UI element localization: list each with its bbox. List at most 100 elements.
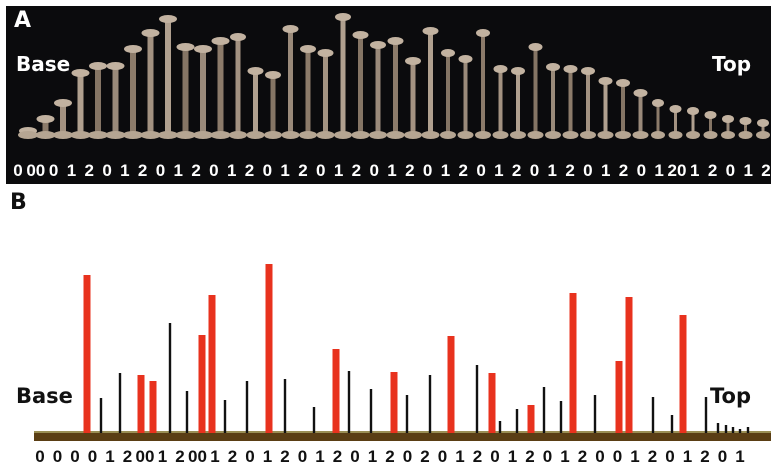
panel-a-code-label: 0: [583, 161, 592, 180]
bone-top-end: [546, 63, 560, 71]
panel-a-code-label: 2: [352, 161, 361, 180]
panel-a-code-label: 1: [227, 161, 236, 180]
black-bar: [118, 373, 122, 433]
black-bar: [312, 407, 316, 433]
bone-shaft: [323, 54, 328, 134]
panel-a-code-label: 1: [654, 161, 663, 180]
red-bar: [149, 381, 157, 433]
panel-b-code-label: 0: [665, 447, 674, 466]
panel-b-code-label: 2: [420, 447, 429, 466]
panel-b-code-label: 2: [333, 447, 342, 466]
bone-bottom-end: [597, 131, 614, 139]
panel-a-letter: A: [14, 8, 32, 33]
black-bar: [670, 415, 674, 433]
bone-top-end: [247, 67, 264, 75]
panel-b-code-label: 1: [105, 447, 114, 466]
panel-b-code-label: 1: [210, 447, 219, 466]
red-bar: [83, 275, 91, 433]
red-bar: [679, 315, 687, 433]
bone-bottom-end: [88, 131, 108, 139]
bone-bottom-end: [686, 131, 700, 139]
black-bar: [515, 409, 519, 433]
red-bar: [265, 264, 273, 433]
panel-b-code-label: 0: [35, 447, 44, 466]
bone-shaft: [112, 67, 119, 134]
bone-shaft: [253, 72, 258, 134]
red-bar: [488, 373, 496, 433]
panel-b-code-label: 2: [473, 447, 482, 466]
bone-top-end: [230, 33, 246, 41]
panel-b-code-label: 0: [595, 447, 604, 466]
ground-top-edge: [34, 431, 771, 433]
panel-a-code-label: 2: [405, 161, 414, 180]
bone-shaft: [305, 50, 311, 134]
bone-bottom-end: [440, 131, 456, 139]
bone-shaft: [375, 46, 381, 134]
panel-b-code-label: 00: [136, 447, 155, 466]
panel-b-top-label: Top: [710, 384, 751, 408]
bone-top-end: [405, 57, 421, 65]
bone-top-end: [757, 119, 769, 127]
panel-a-code-label: 0: [476, 161, 485, 180]
panel-a-base-label: Base: [16, 52, 71, 76]
panel-a: 0 00 0 1 2 0 1 2 0 1 2 0 1 2 0 1 2 0 1 2 0 1 2 0 1 2 0 1 2 0 1 2 0 1 2 0 1 20…: [6, 6, 771, 184]
panel-a-code-label: 0: [726, 161, 735, 180]
bone-bottom-end: [18, 131, 38, 139]
red-bar: [332, 349, 340, 433]
panel-a-code-label: 2: [298, 161, 307, 180]
panel-b-code-label: 1: [508, 447, 517, 466]
bone-shaft: [217, 42, 224, 134]
panel-b-code-label: 0: [543, 447, 552, 466]
panel-b-code-label: 2: [385, 447, 394, 466]
black-bar: [428, 375, 432, 433]
panel-b-code-label: 00: [188, 447, 207, 466]
bone-top-end: [387, 37, 404, 45]
black-bar: [475, 365, 479, 433]
black-bar: [498, 421, 502, 433]
panel-b-code-label: 1: [455, 447, 464, 466]
bone-bottom-end: [334, 131, 352, 139]
bone-shaft: [726, 120, 730, 134]
bone-top-end: [581, 67, 595, 75]
black-bar: [559, 401, 563, 433]
bone-bottom-end: [721, 131, 735, 139]
panel-a-code-label: 0: [423, 161, 432, 180]
bone-bottom-end: [421, 131, 440, 139]
bone-bottom-end: [703, 131, 718, 139]
bone-top-end: [652, 99, 664, 107]
bone-top-end: [71, 69, 90, 77]
panel-b-code-label: 1: [560, 447, 569, 466]
bone-bottom-end: [316, 131, 335, 139]
black-bar: [704, 397, 708, 433]
bone-top-end: [141, 29, 160, 37]
panel-a-code-label: 2: [191, 161, 200, 180]
bone-top-end: [704, 111, 717, 119]
panel-a-code-label: 1: [441, 161, 450, 180]
bone-top-end: [739, 117, 752, 125]
panel-a-code-label: 0: [156, 161, 165, 180]
bone-bottom-end: [668, 131, 683, 139]
bone-top-end: [124, 45, 142, 53]
bone-shaft: [498, 70, 503, 134]
panel-a-code-label: 1: [174, 161, 183, 180]
bone-shaft: [533, 48, 538, 134]
panel-b-code-label: 0: [718, 447, 727, 466]
bone-bottom-end: [123, 131, 143, 139]
panel-a-code-label: 0: [13, 161, 22, 180]
bone-shaft: [603, 82, 608, 134]
bone-top-end: [89, 62, 107, 70]
bone-bottom-end: [510, 131, 526, 139]
panel-b-base-label: Base: [16, 384, 73, 408]
black-bar: [746, 427, 750, 433]
panel-a-code-label: 1: [120, 161, 129, 180]
panel-b-code-label: 2: [525, 447, 534, 466]
panel-b-code-label: 2: [700, 447, 709, 466]
bone-shaft: [42, 120, 49, 134]
bone-shaft: [586, 72, 590, 134]
bone-top-end: [422, 27, 439, 35]
red-bar: [198, 335, 206, 433]
panel-b-code-label: 1: [683, 447, 692, 466]
panel-a-code-label: 1: [67, 161, 76, 180]
bone-bottom-end: [299, 131, 317, 139]
bone-shaft: [165, 20, 171, 134]
